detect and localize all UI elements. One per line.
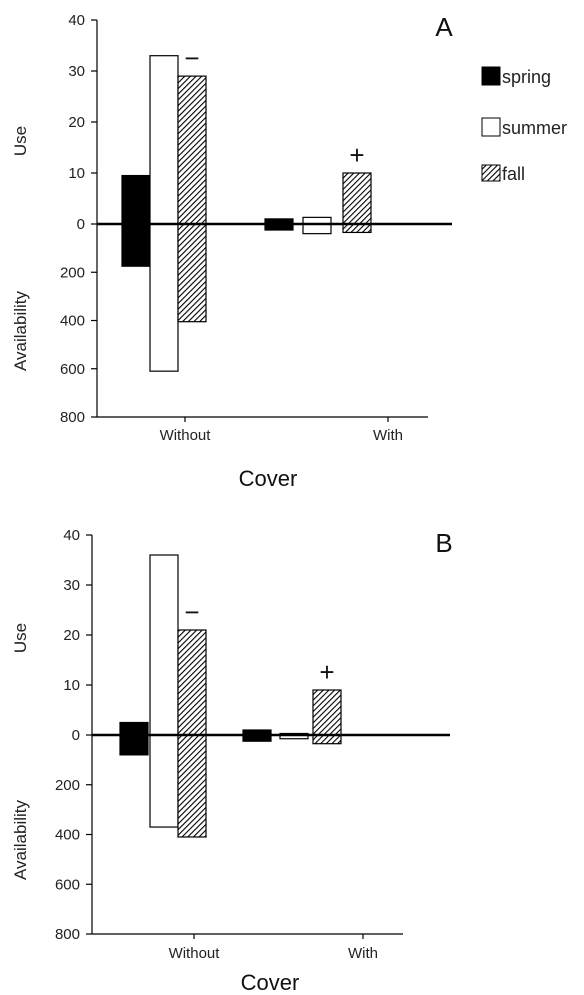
legend-swatch-summer	[481, 117, 501, 137]
panel-a: A Use Availability Cover 0 10 20 30 40 200 400…	[11, 12, 453, 491]
y-tick-label-availability: 800	[55, 926, 80, 943]
significance-mark: −	[184, 43, 199, 73]
legend-label-spring: spring	[502, 67, 551, 87]
significance-mark: −	[184, 597, 199, 627]
bar-availability-summer-without	[149, 223, 179, 372]
x-tick-label-without: Without	[160, 427, 212, 444]
y-axis-title-availability: Availability	[11, 800, 30, 881]
y-tick-label-availability: 200	[55, 777, 80, 794]
bar-use-summer-without	[149, 554, 179, 736]
y-tick-label-availability: 200	[60, 264, 85, 281]
panel-b: B Use Availability Cover 0 10 20 30 40 200 400…	[11, 527, 453, 995]
x-axis-title: Cover	[239, 466, 298, 491]
bar-availability-fall-without	[177, 734, 207, 838]
bar-use-fall-with	[342, 172, 372, 225]
bar-availability-summer-without	[149, 734, 179, 828]
legend: spring summer fall	[481, 66, 567, 184]
y-tick-label-use: 0	[72, 727, 80, 744]
bar-use-spring-without	[119, 721, 149, 736]
legend-swatch-spring	[481, 66, 501, 86]
y-tick-label-use: 40	[63, 527, 80, 544]
y-tick-label-availability: 600	[55, 876, 80, 893]
y-axis-title-use: Use	[11, 623, 30, 653]
bar-availability-spring-without	[119, 734, 149, 756]
y-tick-label-availability: 400	[60, 313, 85, 330]
y-tick-label-use: 0	[77, 216, 85, 233]
legend-swatch-fall	[481, 164, 501, 182]
y-tick-label-use: 20	[68, 114, 85, 131]
significance-mark: +	[349, 140, 364, 170]
legend-label-summer: summer	[502, 118, 567, 138]
y-tick-label-use: 10	[63, 677, 80, 694]
y-tick-label-use: 40	[68, 12, 85, 29]
y-tick-label-use: 30	[68, 63, 85, 80]
bar-use-fall-without	[177, 75, 207, 225]
x-tick-label-without: Without	[169, 945, 221, 962]
panel-letter-b: B	[435, 528, 452, 558]
bar-use-fall-with	[312, 689, 342, 736]
y-tick-label-availability: 400	[55, 827, 80, 844]
x-axis-title: Cover	[241, 970, 300, 995]
y-tick-label-use: 30	[63, 577, 80, 594]
y-tick-label-availability: 800	[60, 409, 85, 426]
y-axis-title-availability: Availability	[11, 291, 30, 372]
bar-availability-fall-with	[312, 734, 342, 745]
x-tick-label-with: With	[348, 945, 378, 962]
bar-availability-spring-without	[121, 223, 151, 267]
y-tick-label-use: 20	[63, 627, 80, 644]
y-tick-label-use: 10	[68, 165, 85, 182]
bar-availability-fall-without	[177, 223, 207, 323]
bar-availability-summer-with	[302, 223, 332, 235]
x-tick-label-with: With	[373, 427, 403, 444]
bar-use-fall-without	[177, 629, 207, 736]
bar-use-spring-without	[121, 174, 151, 225]
y-axis-title-use: Use	[11, 126, 30, 156]
panel-letter-a: A	[435, 12, 453, 42]
significance-mark: +	[319, 657, 334, 687]
y-tick-label-availability: 600	[60, 361, 85, 378]
bar-use-summer-without	[149, 55, 179, 225]
legend-label-fall: fall	[502, 164, 525, 184]
